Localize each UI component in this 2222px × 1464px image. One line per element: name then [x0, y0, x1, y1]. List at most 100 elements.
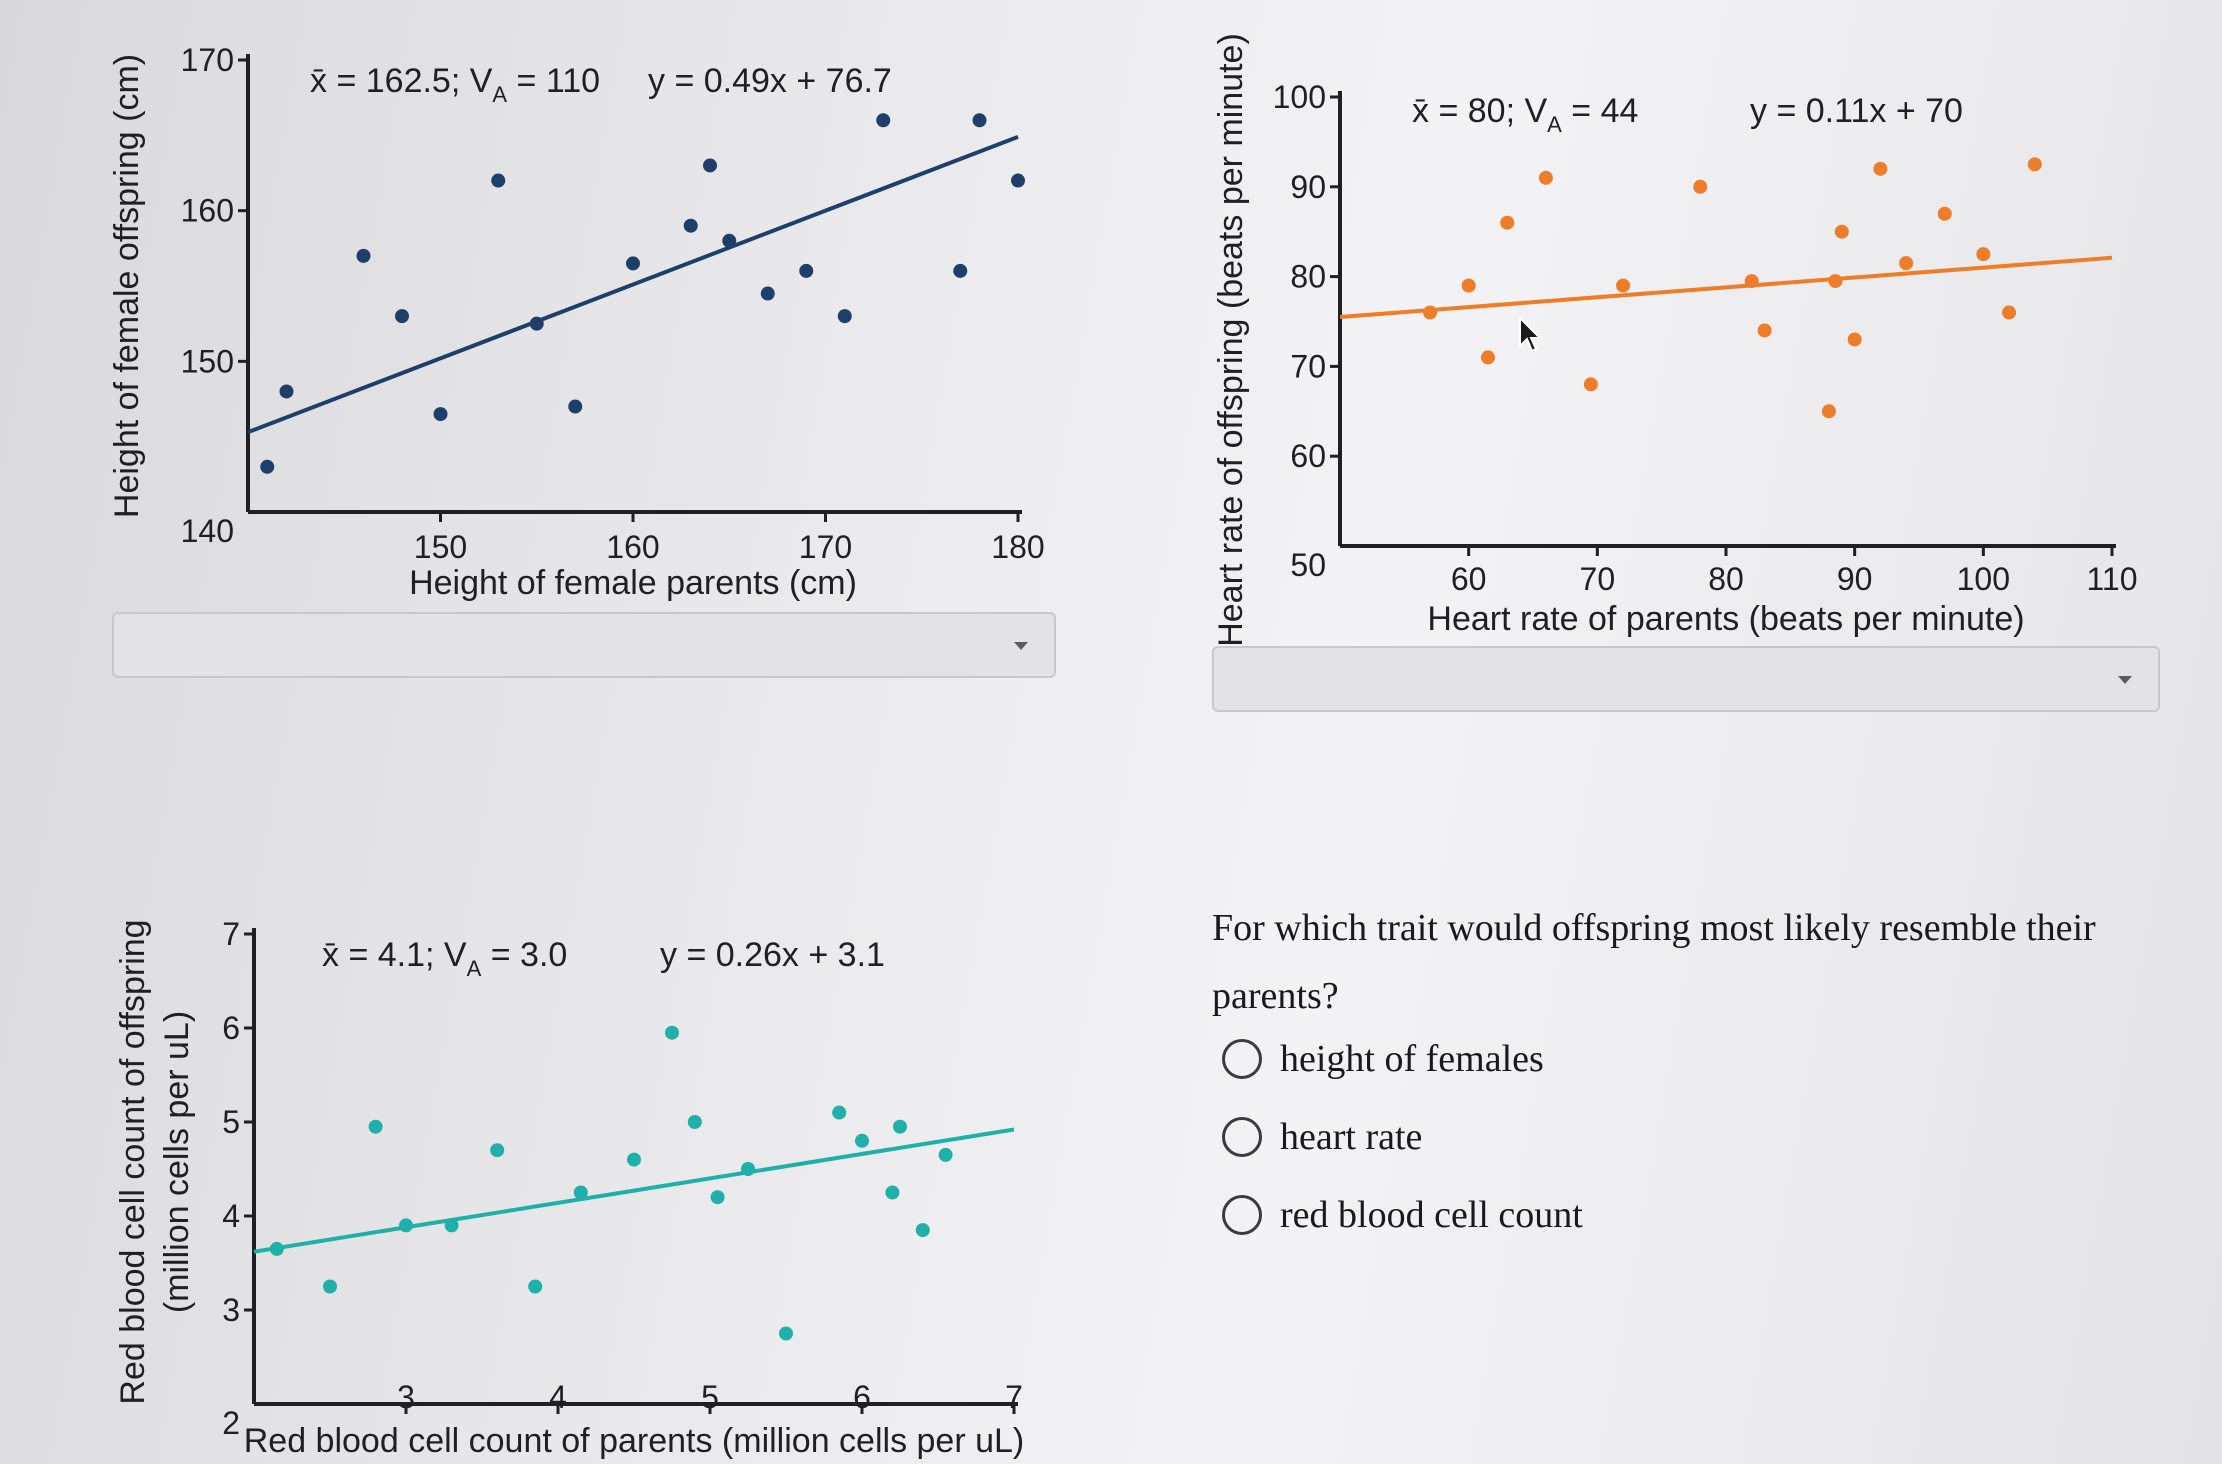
trendline-equation: y = 0.11x + 70 — [1750, 92, 1963, 130]
data-point — [1821, 404, 1836, 419]
x-axis-label: Heart rate of parents (beats per minute) — [1427, 600, 2024, 638]
data-point — [395, 309, 409, 324]
data-point — [683, 218, 698, 233]
data-point — [279, 384, 294, 399]
y-tick-label: 90 — [1290, 169, 1326, 205]
y-tick-label: 70 — [1290, 348, 1326, 384]
heart-rate-scatter-plot: 60 70 80 90 100 50 60 70 80 90 100 110 x̄ = 80; VA =… — [1212, 33, 2138, 647]
data-point — [626, 256, 640, 271]
x-tick-label: 6 — [853, 1379, 871, 1415]
data-point — [703, 158, 717, 173]
data-point — [433, 407, 448, 422]
stats-mean-label: x̄ = 162.5; V — [310, 62, 493, 100]
x-tick-label: 5 — [701, 1379, 719, 1415]
data-point — [2002, 305, 2017, 320]
data-point — [444, 1218, 459, 1233]
y-tick-label: 7 — [222, 916, 240, 952]
data-point — [837, 309, 852, 324]
data-point — [1757, 323, 1772, 338]
radio-button[interactable] — [1222, 1039, 1262, 1079]
rbc-scatter-plot: 3 4 5 6 7 2 3 4 5 6 7 x̄ = 4.1; VA = 3.0 y = 0.26x +… — [114, 916, 1024, 1460]
data-point — [627, 1152, 641, 1167]
data-point — [356, 248, 371, 263]
mouse-pointer-icon — [1519, 316, 1543, 353]
data-point — [855, 1133, 869, 1148]
stats-annotation: x̄ = 4.1; VA = 3.0 — [322, 936, 567, 981]
data-point — [665, 1025, 679, 1040]
y-tick-label: 150 — [181, 343, 234, 379]
data-point — [779, 1326, 793, 1341]
data-point — [876, 113, 891, 128]
data-point — [1423, 305, 1438, 320]
data-point — [760, 286, 775, 301]
data-point — [2027, 157, 2042, 172]
data-point — [1538, 170, 1553, 185]
data-point — [368, 1119, 383, 1134]
data-point — [568, 399, 583, 414]
trendline-equation: y = 0.49x + 76.7 — [648, 62, 892, 100]
stats-subscript: A — [492, 82, 507, 107]
trendline-equation: y = 0.26x + 3.1 — [660, 936, 885, 974]
stats-mean-label: x̄ = 80; V — [1412, 92, 1547, 130]
y-tick-label: 100 — [1273, 79, 1326, 115]
y-tick-label: 4 — [222, 1198, 240, 1234]
data-point — [1461, 278, 1476, 293]
data-point — [893, 1119, 907, 1134]
y-axis-label-units: (million cells per uL) — [158, 1011, 196, 1313]
stats-subscript: A — [1547, 112, 1562, 137]
heart-rate-answer-dropdown[interactable] — [1212, 646, 2160, 712]
data-point — [1480, 350, 1495, 365]
data-point — [260, 459, 275, 474]
height-answer-dropdown[interactable] — [112, 612, 1056, 678]
data-point — [529, 316, 544, 331]
data-point — [972, 113, 987, 128]
y-tick-label: 60 — [1290, 438, 1326, 474]
x-tick-label: 80 — [1708, 561, 1744, 597]
y-axis-label: Heart rate of offspring (beats per minut… — [1212, 33, 1250, 647]
x-tick-label: 160 — [606, 529, 659, 565]
data-point — [323, 1279, 337, 1294]
x-tick-label: 90 — [1837, 561, 1873, 597]
data-point — [885, 1185, 900, 1200]
option-red-blood-cell-count[interactable]: red blood cell count — [1222, 1190, 1583, 1240]
data-point — [1011, 173, 1025, 188]
x-tick-label: 60 — [1451, 561, 1487, 597]
x-tick-label: 150 — [414, 529, 467, 565]
y-tick-label: 80 — [1290, 259, 1326, 295]
question-text: For which trait would offspring most lik… — [1212, 907, 2096, 1017]
y-origin-label: 50 — [1290, 547, 1326, 583]
option-label: red blood cell count — [1280, 1194, 1583, 1236]
y-tick-label: 160 — [181, 193, 234, 229]
stats-variance-value: = 110 — [507, 62, 600, 100]
option-heart-rate[interactable]: heart rate — [1222, 1112, 1422, 1162]
chevron-down-icon — [2118, 676, 2132, 684]
y-origin-label: 2 — [222, 1405, 240, 1441]
x-tick-label: 4 — [549, 1379, 567, 1415]
data-point — [915, 1223, 930, 1238]
data-point — [1828, 274, 1843, 289]
trendline — [1339, 255, 2113, 320]
data-point — [687, 1115, 702, 1129]
y-origin-label: 140 — [181, 513, 234, 549]
trendline — [253, 1127, 1015, 1254]
y-tick-label: 5 — [222, 1104, 240, 1140]
data-point — [1500, 215, 1515, 230]
x-tick-label: 70 — [1580, 561, 1616, 597]
option-height-of-females[interactable]: height of females — [1222, 1034, 1544, 1084]
data-point — [1899, 256, 1914, 271]
data-point — [399, 1218, 413, 1233]
radio-button[interactable] — [1222, 1195, 1262, 1235]
stats-annotation: x̄ = 80; VA = 44 — [1412, 92, 1638, 137]
x-tick-label: 3 — [397, 1379, 415, 1415]
option-label: height of females — [1280, 1038, 1544, 1080]
data-point — [1834, 224, 1849, 239]
chevron-down-icon — [1014, 642, 1028, 650]
data-point — [1976, 247, 1991, 262]
data-point — [490, 1143, 505, 1158]
x-tick-label: 7 — [1005, 1379, 1023, 1415]
data-point — [1937, 206, 1952, 221]
stats-subscript: A — [467, 956, 482, 981]
radio-button[interactable] — [1222, 1117, 1262, 1157]
y-axis-label: Red blood cell count of offspring — [114, 919, 152, 1404]
data-point — [1583, 377, 1598, 392]
